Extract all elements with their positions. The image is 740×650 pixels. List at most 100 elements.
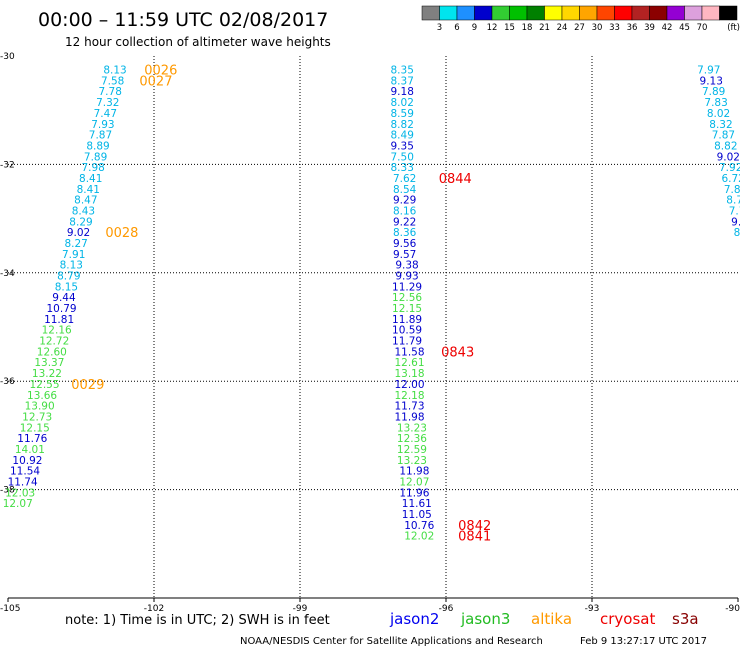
swh-value-label: 8.02 [707, 108, 730, 120]
satellite-legend: jason2 jason3 altika cryosat s3a [389, 610, 699, 628]
colorbar-label: 24 [557, 23, 568, 33]
swh-value-label: 8.82 [391, 119, 414, 131]
swh-value-label: 12.02 [404, 531, 434, 543]
swh-value-label: 7.32 [96, 97, 119, 109]
swh-value-label: 8.36 [393, 227, 417, 239]
swh-value-label: 7.91 [62, 249, 85, 261]
colorbar-swatch [719, 5, 738, 21]
swh-value-label: 13.22 [32, 368, 62, 380]
swh-value-label: 9.13 [700, 75, 723, 87]
colorbar-swatch [509, 5, 528, 21]
swh-value-label: 14.01 [15, 444, 45, 456]
swh-value-label: 9.38 [395, 260, 418, 272]
swh-value-label: 8.02 [391, 97, 414, 109]
time-label: 0026 [144, 64, 177, 79]
swh-value-label: 11.73 [394, 401, 424, 413]
colorbar-swatch [439, 5, 458, 21]
colorbar-swatch [649, 5, 668, 21]
swh-value-label: 11.29 [392, 281, 422, 293]
colorbar-swatch [544, 5, 563, 21]
swh-value-label: 7.83 [704, 97, 727, 109]
swh-value-label: 7.87 [724, 184, 740, 196]
swh-value-label: 8.59 [391, 108, 414, 120]
colorbar-label: 33 [609, 23, 620, 33]
chart-title: 00:00 – 11:59 UTC 02/08/2017 [38, 9, 328, 31]
swh-value-label: 7.50 [391, 151, 414, 163]
swh-value-label: 8.54 [393, 184, 417, 196]
swh-value-label: 9.44 [52, 292, 76, 304]
legend-jason2: jason2 [389, 610, 439, 628]
colorbar-swatch [631, 5, 650, 21]
swh-value-label: 9.18 [391, 86, 414, 98]
swh-value-label: 11.61 [402, 498, 432, 510]
legend-altika: altika [531, 610, 572, 628]
x-tick-label: -96 [439, 604, 454, 614]
swh-value-label: 12.07 [3, 498, 33, 510]
swh-value-label: 12.55 [29, 379, 59, 391]
legend-s3a: s3a [672, 610, 699, 628]
swh-value-label: 9.02 [67, 227, 90, 239]
swh-value-label: 8.16 [393, 205, 417, 217]
swh-value-label: 8.82 [714, 140, 737, 152]
swh-value-label: 12.18 [394, 390, 424, 402]
legend-jason3: jason3 [460, 610, 510, 628]
swh-value-label: 12.61 [394, 357, 424, 369]
colorbar-label: 3 [437, 23, 442, 33]
colorbar-label: 36 [627, 23, 638, 33]
swh-value-label: 12.03 [5, 487, 35, 499]
swh-value-label: 7.73 [729, 205, 740, 217]
swh-value-label: 11.05 [402, 509, 432, 521]
y-tick-label: -34 [0, 269, 15, 279]
y-tick-label: -38 [0, 486, 15, 496]
time-label: 0028 [105, 226, 138, 241]
colorbar-label: 9 [472, 23, 477, 33]
swh-value-label: 11.79 [392, 336, 422, 348]
swh-value-label: 8.49 [391, 130, 414, 142]
swh-value-label: 10.76 [404, 520, 434, 532]
time-label: 0027 [139, 74, 172, 89]
swh-value-label: 7.89 [84, 151, 107, 163]
swh-value-label: 10.92 [12, 455, 42, 467]
swh-value-label: 11.54 [10, 466, 40, 478]
y-tick-label: -36 [0, 377, 15, 387]
x-tick-label: -105 [0, 604, 20, 614]
colorbar-swatch [474, 5, 493, 21]
swh-value-label: 11.76 [17, 433, 47, 445]
swh-value-label: 13.23 [397, 455, 427, 467]
time-label: 0841 [458, 530, 491, 545]
colorbar-swatch [614, 5, 633, 21]
time-label: 0842 [458, 519, 491, 534]
colorbar-swatch [561, 5, 580, 21]
swh-value-label: 8.41 [77, 184, 100, 196]
swh-value-label: 6.72 [721, 173, 740, 185]
swh-value-label: 12.15 [392, 303, 422, 315]
swh-value-label: 7.89 [702, 86, 725, 98]
swh-value-label: 12.56 [392, 292, 422, 304]
swh-value-label: 13.37 [34, 357, 64, 369]
swh-value-label: 13.90 [25, 401, 55, 413]
colorbar-label: 70 [697, 23, 708, 33]
swh-value-label: 7.93 [91, 119, 114, 131]
swh-value-label: 8.32 [709, 119, 732, 131]
colorbar-label: 6 [454, 23, 459, 33]
units-note: note: 1) Time is in UTC; 2) SWH is in fe… [65, 613, 330, 628]
x-tick-label: -93 [585, 604, 600, 614]
swh-value-label: 9.03 [731, 216, 740, 228]
colorbar-label: 15 [504, 23, 515, 33]
swh-value-label: 8.15 [55, 281, 78, 293]
swh-value-label: 8.43 [72, 205, 95, 217]
swh-value-label: 10.79 [47, 303, 77, 315]
colorbar-label: 21 [539, 23, 550, 33]
colorbar-swatch [526, 5, 545, 21]
colorbar-swatch [421, 5, 440, 21]
swh-value-label: 11.98 [394, 411, 424, 423]
colorbar-label: 42 [662, 23, 673, 33]
swh-value-label: 10.59 [392, 325, 422, 337]
swh-value-label: 11.98 [399, 466, 429, 478]
colorbar-label: 18 [522, 23, 533, 33]
swh-value-label: 9.93 [395, 271, 418, 283]
y-tick-label: -30 [0, 52, 15, 62]
swh-value-label: 8.13 [60, 260, 83, 272]
colorbar-legend: 3 6 9 12 15 18 21 24 27 30 33 36 39 42 45 70 (ft) [421, 5, 740, 33]
